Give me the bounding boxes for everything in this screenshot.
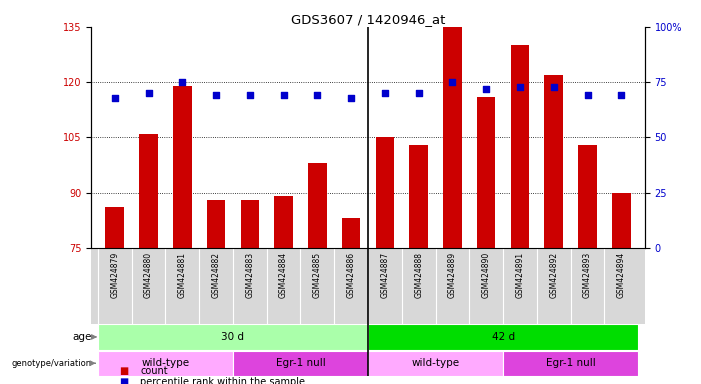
Text: ■: ■: [119, 377, 128, 384]
Point: [615, 92, 627, 98]
Text: Egr-1 null: Egr-1 null: [275, 358, 325, 368]
Point: [177, 79, 188, 85]
Bar: [503, 351, 638, 376]
Text: age: age: [72, 332, 91, 342]
Point: [346, 94, 357, 101]
Text: wild-type: wild-type: [411, 358, 460, 368]
Point: [548, 83, 559, 89]
Bar: [240, 200, 259, 248]
Point: [379, 90, 390, 96]
Text: GSM424881: GSM424881: [178, 252, 186, 298]
Bar: [545, 75, 563, 248]
Text: GSM424879: GSM424879: [110, 252, 119, 298]
Bar: [207, 200, 225, 248]
Point: [278, 92, 290, 98]
Bar: [342, 218, 360, 248]
Bar: [511, 45, 529, 248]
Text: GSM424893: GSM424893: [583, 252, 592, 298]
Text: GSM424880: GSM424880: [144, 252, 153, 298]
Bar: [376, 137, 394, 248]
Text: count: count: [140, 366, 168, 376]
Text: GSM424890: GSM424890: [482, 252, 491, 298]
Text: genotype/variation: genotype/variation: [11, 359, 91, 368]
Bar: [173, 86, 191, 248]
Text: GSM424884: GSM424884: [279, 252, 288, 298]
Point: [515, 83, 526, 89]
Text: GSM424883: GSM424883: [245, 252, 254, 298]
Point: [413, 90, 424, 96]
Text: GSM424886: GSM424886: [346, 252, 355, 298]
Text: 42 d: 42 d: [491, 332, 515, 342]
Point: [582, 92, 593, 98]
Bar: [105, 207, 124, 248]
Bar: [368, 351, 503, 376]
Text: percentile rank within the sample: percentile rank within the sample: [140, 377, 305, 384]
Bar: [443, 27, 462, 248]
Point: [447, 79, 458, 85]
Bar: [368, 324, 638, 349]
Bar: [98, 324, 368, 349]
Bar: [612, 193, 631, 248]
Text: GSM424885: GSM424885: [313, 252, 322, 298]
Bar: [98, 351, 233, 376]
Text: GSM424889: GSM424889: [448, 252, 457, 298]
Title: GDS3607 / 1420946_at: GDS3607 / 1420946_at: [291, 13, 445, 26]
Text: wild-type: wild-type: [142, 358, 189, 368]
Point: [481, 86, 492, 92]
Bar: [477, 97, 496, 248]
Point: [109, 94, 121, 101]
Point: [312, 92, 323, 98]
Bar: [233, 351, 368, 376]
Text: ■: ■: [119, 366, 128, 376]
Text: GSM424891: GSM424891: [515, 252, 524, 298]
Bar: [409, 145, 428, 248]
Text: GSM424888: GSM424888: [414, 252, 423, 298]
Point: [143, 90, 154, 96]
Text: GSM424894: GSM424894: [617, 252, 626, 298]
Text: GSM424882: GSM424882: [212, 252, 221, 298]
Text: 30 d: 30 d: [222, 332, 245, 342]
Bar: [274, 196, 293, 248]
Text: GSM424892: GSM424892: [550, 252, 558, 298]
Bar: [308, 163, 327, 248]
Point: [210, 92, 222, 98]
Bar: [139, 134, 158, 248]
Text: Egr-1 null: Egr-1 null: [546, 358, 596, 368]
Text: GSM424887: GSM424887: [381, 252, 390, 298]
Point: [244, 92, 255, 98]
Bar: [578, 145, 597, 248]
